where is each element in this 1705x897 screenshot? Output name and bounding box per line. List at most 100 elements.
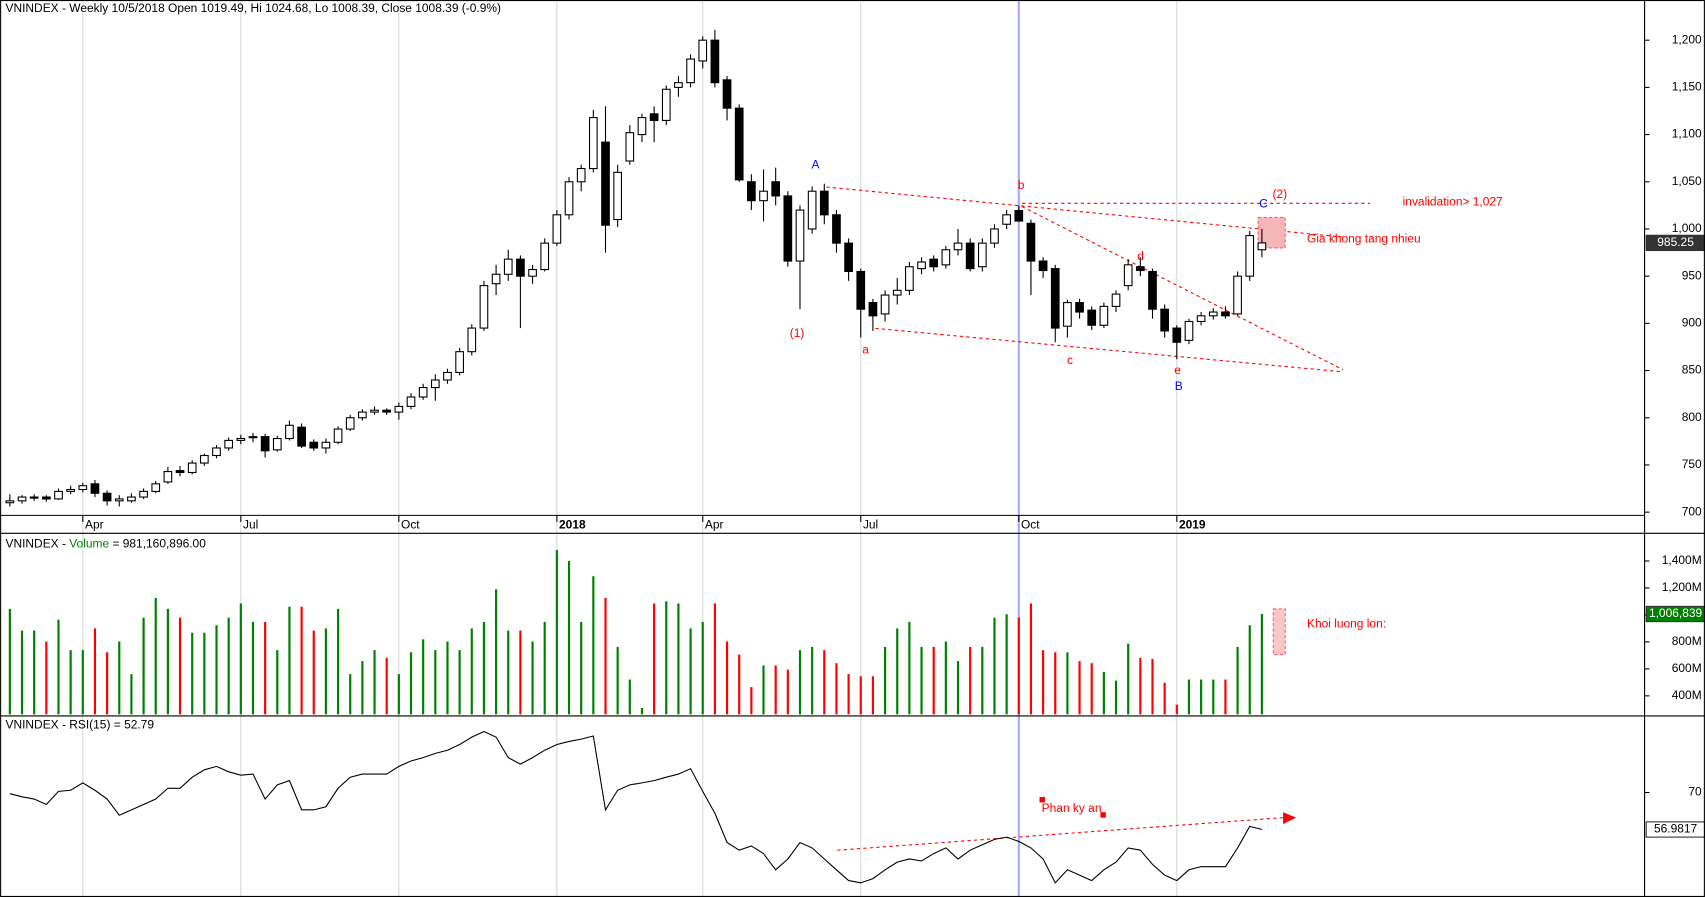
volume-bar [507,630,510,715]
volume-bar [178,617,182,715]
volume-bar [1029,603,1033,715]
volume-bar [409,652,413,715]
volume-bar [154,597,157,715]
volume-bar [604,597,607,715]
candle-body [722,79,732,109]
annotation: B [1175,379,1183,393]
volume-bar [701,621,704,715]
annotation: Khoi luong lon: [1307,616,1386,630]
y-tick-label: 600M [1672,661,1702,675]
candle-body [576,168,586,183]
volume-bar [883,646,887,715]
grid [82,0,1178,897]
candle-body [819,190,829,216]
volume-bar [738,654,741,715]
trend-line [826,186,1343,238]
volume-bar [166,608,169,715]
volume-bar [908,621,911,715]
candle-body [661,88,671,121]
x-tick-label: Oct [401,517,420,531]
candle-body [771,181,781,197]
volume-bar [1200,679,1203,715]
candle-body [102,492,112,502]
candle-body [29,496,39,499]
candle-body [759,190,768,202]
marks: Apr Jul Oct 2018 Apr Jul Oct 2019 700 750 800 850 90… [5,29,1705,884]
candle-body [783,195,793,262]
volume-bar [57,619,60,715]
candle-body [467,327,477,353]
candle-body [78,485,88,491]
volume-bar [993,617,996,715]
volume-bar [519,630,522,715]
candle-body [1233,275,1242,315]
volume-bar [300,606,303,715]
candle-body [260,436,270,452]
candle-body [1099,305,1109,326]
volume-bar [628,679,631,715]
candle-body [686,58,695,84]
annotation: Gia khong tang nhieu [1307,231,1421,245]
candle-body [54,490,63,500]
candle-body [698,39,708,62]
candle-body [430,379,440,389]
volume-bar [422,639,425,715]
volume-bar [811,646,814,715]
x-tick-label: 2019 [1179,517,1206,531]
annotation: b [1018,178,1025,192]
candle-body [1221,311,1230,317]
y-tick-label: 950 [1682,268,1702,282]
volume-bar [106,652,109,715]
volume-bar [470,628,473,715]
candle-body [200,454,209,464]
candle-body [1123,264,1133,287]
x-tick-label: Oct [1021,517,1040,531]
volume-bar [81,650,84,715]
candle-body [1208,311,1218,317]
candle-body [272,437,282,451]
candle-body [625,132,635,162]
volume-bar [969,646,972,715]
volume-bar [859,676,862,715]
annotation: (1) [790,326,805,340]
volume-title-suffix: = 981,160,896.00 [109,537,206,551]
y-tick-label: 1,050 [1672,174,1702,188]
x-tick-label: Apr [85,517,104,531]
candle-body [321,441,331,449]
y-tick-label: 850 [1682,363,1702,377]
candle-body [358,411,367,419]
rsi-line [9,730,1263,884]
volume-bar [434,650,437,715]
annotation: Phan ky an [1042,801,1102,815]
candle-body [1148,270,1157,310]
candle-body [795,209,805,262]
candle-body [601,141,610,226]
trend-line [837,817,1284,851]
candle-body [1111,293,1121,307]
volume-bar [239,603,242,715]
volume-bar [640,707,644,715]
candle-body [1075,302,1084,313]
volume-bar [8,608,11,715]
volume-bar [1054,652,1057,715]
volume-bar [1017,617,1020,715]
volume-bar [118,641,121,715]
y-tick-label: 1,150 [1672,80,1702,94]
candle-body [710,39,720,84]
volume-bar [69,650,72,715]
candle-body [1257,242,1267,251]
candle-body [674,82,683,88]
candle-body [540,242,550,271]
candle-body [285,424,294,440]
volume-bar [725,641,729,715]
volume-bar [1163,682,1166,715]
candle-body [151,483,161,492]
volume-bar [495,589,498,715]
candle-body [1050,268,1060,329]
candle-body [333,428,343,443]
volume-bar [264,621,267,715]
candle-body [17,496,27,502]
volume-bar [336,608,340,715]
volume-bar [215,625,218,715]
